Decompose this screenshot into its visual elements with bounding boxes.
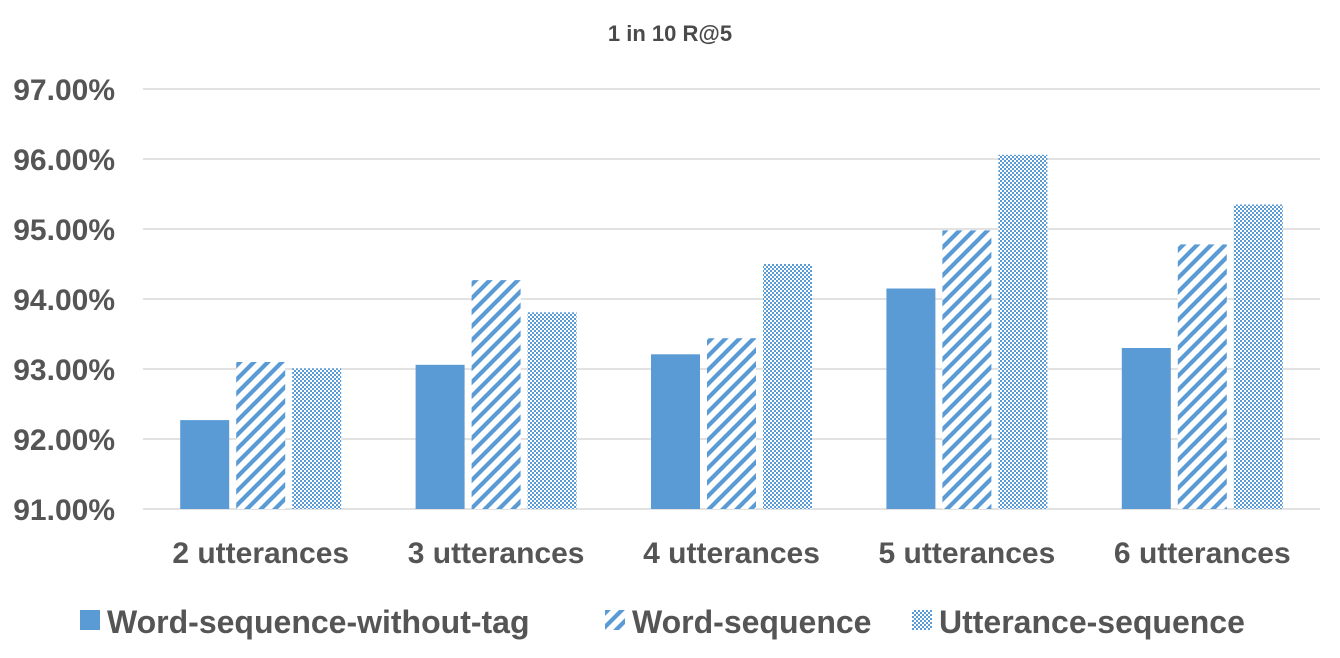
bar-word-sequence-3 xyxy=(942,230,992,509)
legend-label: Word-sequence xyxy=(632,604,871,640)
y-tick-label: 91.00% xyxy=(13,494,115,527)
bar-word-sequence-without-tag-1 xyxy=(415,364,465,509)
bars xyxy=(180,154,1283,510)
x-tick-label: 4 utterances xyxy=(643,537,820,570)
x-tick-label: 2 utterances xyxy=(172,537,349,570)
chart-title: 1 in 10 R@5 xyxy=(608,21,732,46)
bar-utterance-sequence-4 xyxy=(1233,204,1283,509)
bar-word-sequence-2 xyxy=(707,338,756,509)
bar-word-sequence-4 xyxy=(1177,244,1227,509)
bar-word-sequence-without-tag-4 xyxy=(1121,348,1171,509)
y-tick-label: 93.00% xyxy=(13,354,115,387)
legend-swatch xyxy=(912,610,932,630)
legend-label: Utterance-sequence xyxy=(939,604,1245,640)
legend-swatch xyxy=(80,610,100,630)
bar-utterance-sequence-3 xyxy=(998,154,1048,510)
x-axis-tick-labels: 2 utterances 3 utterances 4 utterances 5 ut… xyxy=(172,537,1290,570)
bar-word-sequence-without-tag-3 xyxy=(886,288,936,509)
bar-utterance-sequence-0 xyxy=(292,368,342,509)
bar-word-sequence-without-tag-2 xyxy=(651,354,700,509)
y-tick-label: 96.00% xyxy=(13,144,115,177)
bar-word-sequence-1 xyxy=(471,280,521,509)
bar-utterance-sequence-1 xyxy=(527,312,577,509)
legend-swatch xyxy=(605,610,625,630)
y-tick-label: 97.00% xyxy=(13,74,115,107)
bar-utterance-sequence-2 xyxy=(763,264,812,509)
x-tick-label: 6 utterances xyxy=(1114,537,1291,570)
y-tick-label: 94.00% xyxy=(13,284,115,317)
x-tick-label: 3 utterances xyxy=(408,537,585,570)
x-tick-label: 5 utterances xyxy=(879,537,1056,570)
y-tick-label: 95.00% xyxy=(13,214,115,247)
bar-word-sequence-without-tag-0 xyxy=(180,420,230,509)
y-axis-tick-labels: 91.00% 92.00% 93.00% 94.00% 95.00% 96.00% 97.0… xyxy=(13,74,115,527)
y-tick-label: 92.00% xyxy=(13,424,115,457)
legend: Word-sequence-without-tag Word-sequence Ut… xyxy=(80,604,1245,640)
bar-word-sequence-0 xyxy=(236,362,286,509)
legend-label: Word-sequence-without-tag xyxy=(107,604,530,640)
